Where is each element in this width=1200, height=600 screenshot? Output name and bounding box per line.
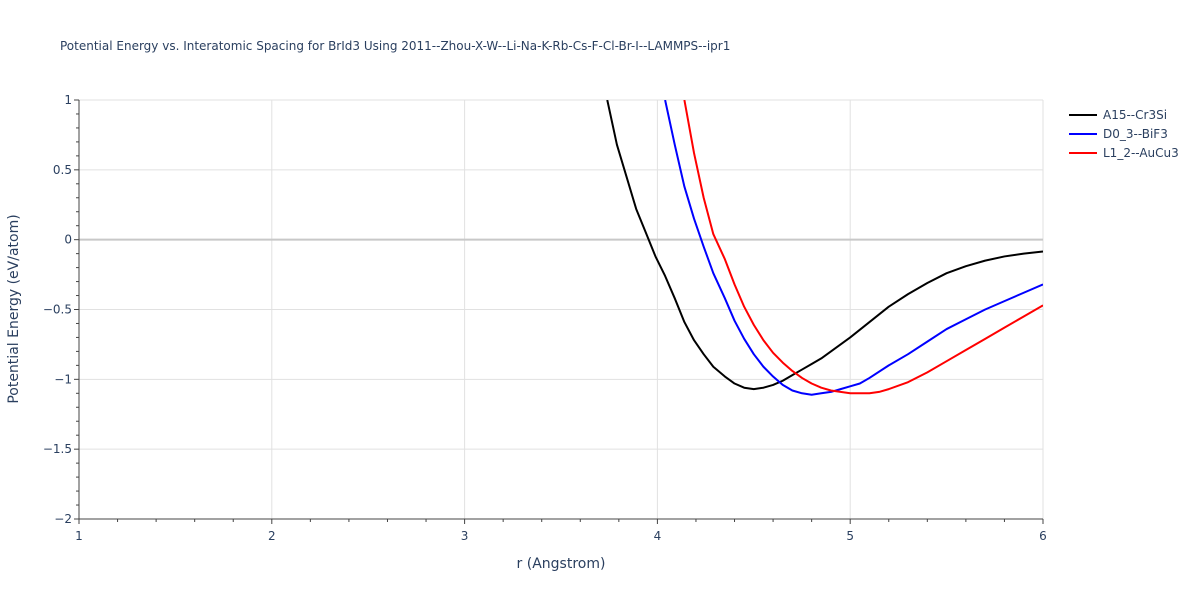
y-tick-label: −2 (54, 512, 72, 526)
x-tick-label: 6 (1039, 529, 1047, 543)
y-tick-label: −0.5 (43, 303, 72, 317)
x-tick-label: 1 (75, 529, 83, 543)
y-axis-title: Potential Energy (eV/atom) (6, 214, 22, 403)
y-tick-label: −1.5 (43, 442, 72, 456)
x-tick-label: 2 (268, 529, 276, 543)
series-line-d0-3-bif3 (664, 100, 1043, 396)
x-tick-label: 5 (846, 529, 854, 543)
series-lines (606, 100, 1043, 396)
grid (79, 99, 1044, 519)
x-tick-label: 4 (654, 529, 662, 543)
chart-title: Potential Energy vs. Interatomic Spacing… (60, 39, 730, 53)
y-tick-label: 1 (64, 93, 72, 107)
axes (74, 99, 1044, 524)
y-tick-label: 0.5 (53, 163, 72, 177)
legend-item[interactable]: L1_2--AuCu3 (1069, 146, 1179, 160)
legend: A15--Cr3Si D0_3--BiF3 L1_2--AuCu3 (1069, 108, 1179, 160)
legend-item[interactable]: D0_3--BiF3 (1069, 127, 1168, 141)
legend-label: L1_2--AuCu3 (1103, 146, 1179, 160)
series-line-a15-cr3si (606, 100, 1043, 391)
y-tick-label: −1 (54, 372, 72, 386)
legend-label: D0_3--BiF3 (1103, 127, 1168, 141)
x-tick-label: 3 (461, 529, 469, 543)
legend-label: A15--Cr3Si (1103, 108, 1167, 122)
legend-item[interactable]: A15--Cr3Si (1069, 108, 1167, 122)
tick-labels: 1 2 3 4 5 6 1 0.5 0 −0.5 −1 −1.5 −2 (43, 93, 1047, 543)
series-line-l1-2-aucu3 (683, 100, 1043, 395)
x-axis-title: r (Angstrom) (517, 556, 606, 572)
y-tick-label: 0 (64, 233, 72, 247)
